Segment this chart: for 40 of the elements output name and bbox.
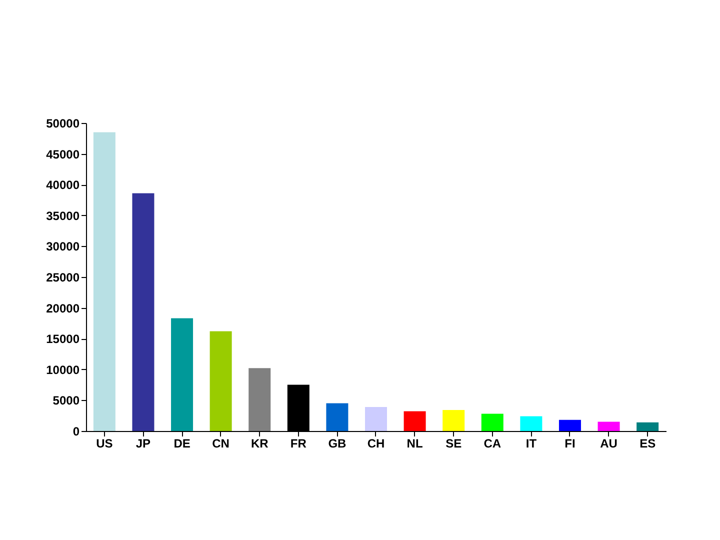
bar: [93, 132, 116, 431]
x-tick-label: CA: [484, 436, 502, 450]
x-tick-label: ES: [640, 436, 656, 450]
bar: [210, 331, 232, 431]
y-tick-label: 40000: [46, 178, 80, 192]
y-tick-label: 35000: [46, 208, 80, 223]
y-tick-label: 20000: [46, 301, 80, 316]
x-tick-label: CH: [367, 436, 385, 450]
x-tick-label: DE: [174, 436, 190, 450]
bar: [558, 420, 581, 431]
x-tick-label: IT: [526, 436, 538, 450]
y-tick-label: 50000: [46, 116, 80, 130]
y-tick-label: 10000: [46, 362, 80, 377]
bar: [132, 193, 154, 431]
bar: [442, 410, 465, 431]
x-tick-label: NL: [406, 436, 423, 450]
bar: [365, 406, 387, 431]
y-tick-label: 25000: [46, 270, 80, 284]
x-tick-label: FR: [290, 436, 307, 450]
y-tick-label: 45000: [46, 147, 80, 162]
bar: [598, 422, 620, 431]
y-tick-label: 30000: [46, 240, 80, 254]
y-tick-label: 15000: [46, 332, 80, 346]
bar: [636, 422, 659, 431]
x-tick-label: AU: [600, 436, 618, 450]
bar: [520, 416, 542, 431]
bar: [171, 318, 194, 431]
bar: [326, 403, 348, 431]
bar: [248, 368, 271, 431]
x-tick-label: JP: [136, 436, 151, 450]
x-tick-label: CN: [212, 436, 230, 450]
y-tick-label: 5000: [52, 394, 80, 408]
x-tick-label: FI: [564, 436, 576, 450]
y-tick-label: 0: [72, 424, 80, 438]
bar: [481, 414, 504, 431]
bar: [404, 411, 426, 431]
x-tick-label: US: [96, 436, 113, 450]
x-tick-label: GB: [328, 436, 347, 450]
x-tick-label: SE: [446, 436, 462, 450]
x-tick-label: KR: [250, 436, 269, 450]
